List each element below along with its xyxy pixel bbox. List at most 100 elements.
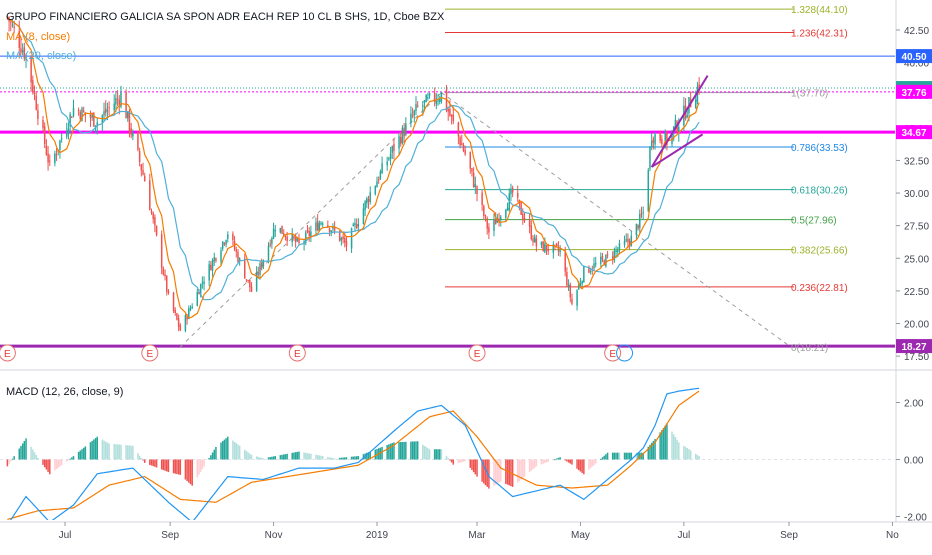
macd-histogram-bar xyxy=(167,459,170,473)
candle-body xyxy=(522,213,524,220)
macd-histogram-bar xyxy=(333,458,336,460)
candle-body xyxy=(535,238,538,247)
macd-histogram-bar xyxy=(315,454,317,460)
macd-histogram-bar xyxy=(483,459,485,484)
macd-histogram-bar xyxy=(210,455,212,460)
macd-histogram-bar xyxy=(127,445,129,460)
candle-body xyxy=(257,272,260,275)
candle-body xyxy=(555,243,558,247)
candle-body xyxy=(223,243,226,245)
candle-body xyxy=(471,168,473,172)
macd-histogram-bar xyxy=(566,459,568,462)
candle-body xyxy=(235,249,238,252)
candle-body xyxy=(594,263,597,265)
macd-histogram-bar xyxy=(469,459,472,468)
macd-histogram-bar xyxy=(11,458,14,460)
candle-body xyxy=(428,93,431,96)
candle-body xyxy=(366,198,368,204)
macd-histogram-bar xyxy=(688,449,690,460)
candle-body xyxy=(128,111,131,131)
macd-histogram-bar xyxy=(255,456,258,460)
macd-histogram-bar xyxy=(506,459,509,485)
candle-body xyxy=(694,99,697,109)
candle-body xyxy=(532,238,534,243)
candle-body xyxy=(191,306,193,308)
macd-histogram-bar xyxy=(567,459,570,463)
macd-histogram-bar xyxy=(108,443,110,460)
candle-body xyxy=(177,318,180,327)
macd-histogram-bar xyxy=(232,440,234,460)
candle-body xyxy=(472,172,475,187)
candle-body xyxy=(130,128,132,135)
macd-histogram-bar xyxy=(150,459,153,466)
candle-body xyxy=(59,140,61,150)
macd-histogram-bar xyxy=(198,459,200,475)
macd-axis-tick: 2.00 xyxy=(904,399,924,410)
candle-body xyxy=(245,279,248,281)
macd-histogram-bar xyxy=(21,443,24,460)
ma-fast-legend: MA (8, close) xyxy=(6,31,71,43)
macd-histogram-bar xyxy=(437,449,439,460)
candle-body xyxy=(533,236,536,243)
macd-histogram-bar xyxy=(532,459,534,470)
candle-body xyxy=(483,206,485,216)
earnings-marker-label: E xyxy=(474,349,481,360)
fib-label-0: 0(18.21) xyxy=(791,343,828,354)
candle-body xyxy=(89,113,92,119)
candle-body xyxy=(23,47,26,59)
candle-body xyxy=(552,244,555,253)
earnings-marker-label: E xyxy=(609,349,616,360)
macd-histogram-bar xyxy=(327,457,329,460)
macd-histogram-bar xyxy=(101,439,104,460)
macd-histogram-bar xyxy=(389,443,392,460)
candle-body xyxy=(269,243,271,246)
macd-histogram-bar xyxy=(588,459,590,470)
macd-histogram-bar xyxy=(464,459,466,462)
macd-histogram-bar xyxy=(471,459,473,471)
macd-histogram-bar xyxy=(405,441,407,460)
macd-histogram-bar xyxy=(142,459,144,461)
macd-histogram-bar xyxy=(318,455,321,460)
macd-histogram-bar xyxy=(281,454,283,460)
macd-histogram-bar xyxy=(569,459,572,464)
time-axis-label: May xyxy=(571,530,590,541)
macd-histogram-bar xyxy=(350,456,353,460)
macd-histogram-bar xyxy=(401,441,404,460)
macd-histogram-bar xyxy=(661,430,663,460)
candle-body xyxy=(172,292,175,311)
macd-histogram-bar xyxy=(227,436,229,460)
macd-histogram-bar xyxy=(652,440,655,460)
macd-histogram-bar xyxy=(399,442,402,460)
macd-histogram-bar xyxy=(65,459,68,462)
macd-histogram-bar xyxy=(440,449,443,460)
macd-histogram-bar xyxy=(269,457,271,460)
candle-body xyxy=(579,283,582,286)
candle-body xyxy=(294,237,297,243)
macd-histogram-bar xyxy=(342,457,344,460)
candle-body xyxy=(120,92,122,107)
macd-histogram-bar xyxy=(115,444,117,460)
candle-body xyxy=(542,241,544,252)
candle-body xyxy=(498,218,500,222)
candle-body xyxy=(452,114,455,122)
candle-body xyxy=(484,215,487,217)
macd-histogram-bar xyxy=(398,442,400,460)
price-pane: 0(18.21) 0.236(22.81) 0.382(25.66) 0.5(27.9… xyxy=(0,5,932,362)
candle-body xyxy=(279,227,282,233)
macd-histogram-bar xyxy=(689,450,692,460)
candle-body xyxy=(104,108,107,113)
time-axis-label: Nov xyxy=(265,530,283,541)
macd-histogram-bar xyxy=(225,438,227,460)
macd-histogram-bar xyxy=(484,459,487,486)
time-axis-label: Sep xyxy=(161,530,179,541)
macd-histogram-bar xyxy=(611,452,614,460)
macd-histogram-bar xyxy=(196,459,199,478)
macd-histogram-bar xyxy=(357,456,360,460)
candle-body xyxy=(272,228,275,239)
candle-body xyxy=(154,217,156,226)
candle-body xyxy=(447,109,449,112)
time-axis-label: Sep xyxy=(780,530,798,541)
macd-histogram-bar xyxy=(416,441,419,460)
candle-body xyxy=(440,91,443,102)
earnings-marker-label: E xyxy=(4,349,11,360)
